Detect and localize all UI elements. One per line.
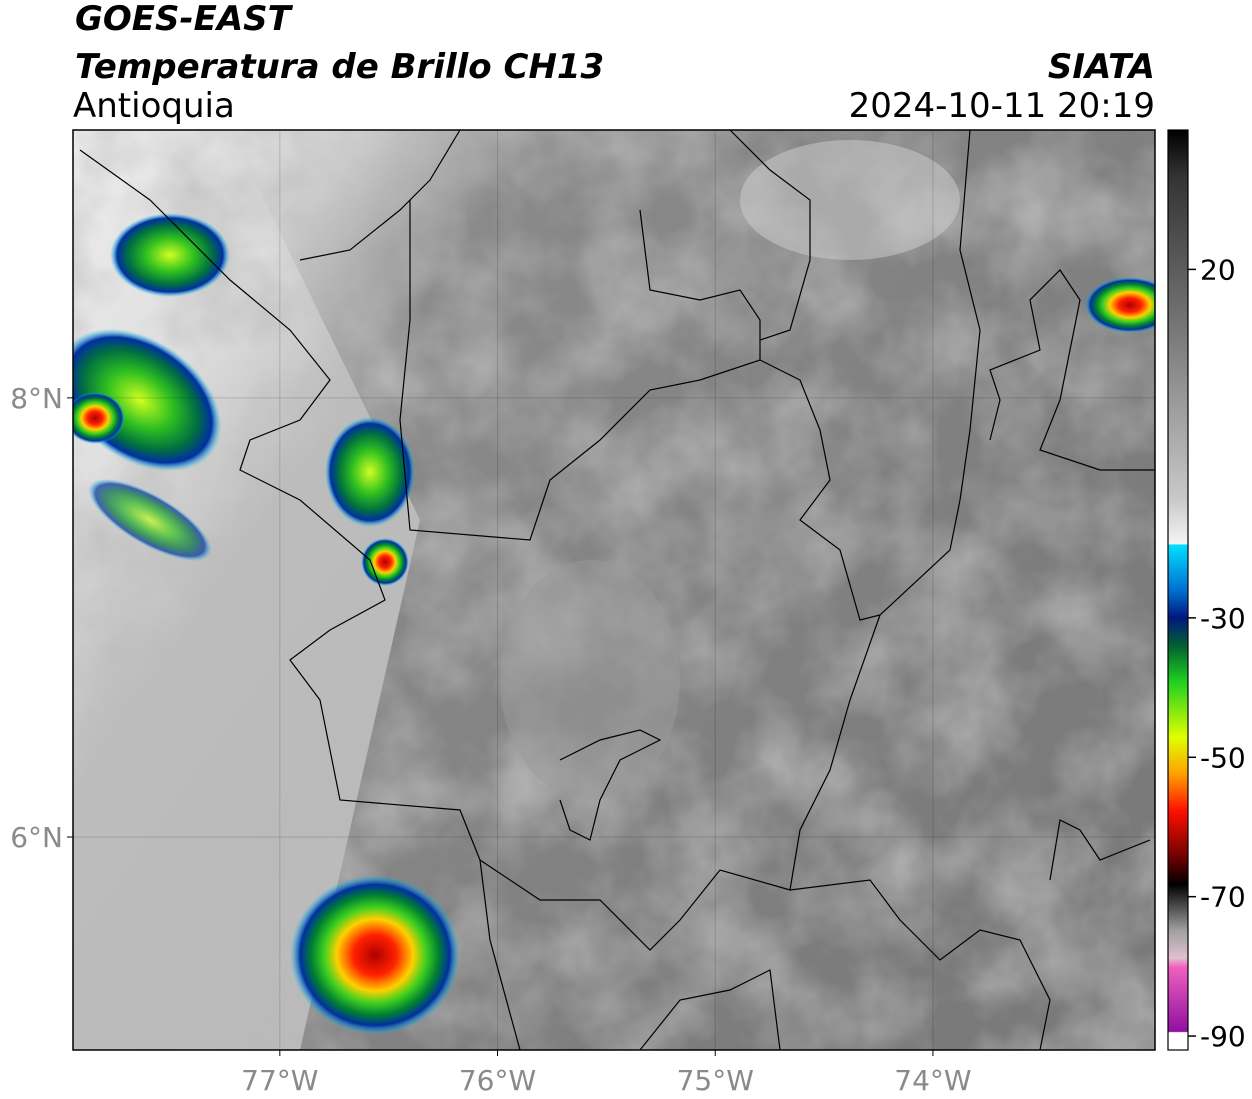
x-tick-label: 75°W xyxy=(677,1064,754,1097)
y-tick-label: 8°N xyxy=(10,382,63,415)
title: GOES-EAST xyxy=(75,0,294,39)
region: Antioquia xyxy=(73,86,235,126)
graticule xyxy=(73,130,1155,1050)
subtitle: Temperatura de Brillo CH13 xyxy=(75,47,604,87)
y-tick-label: 6°N xyxy=(10,821,63,854)
source: SIATA xyxy=(1048,47,1155,87)
colorbar-label: 20 xyxy=(1200,253,1236,286)
colorbar-label: -30 xyxy=(1200,602,1246,635)
colorbar-label: -50 xyxy=(1200,741,1246,774)
satellite-image xyxy=(73,130,1155,1050)
x-tick-label: 77°W xyxy=(241,1064,318,1097)
borders xyxy=(79,130,1155,1050)
colorbar-label: -90 xyxy=(1200,1020,1246,1053)
colorbar-label: -70 xyxy=(1200,881,1246,914)
map-frame xyxy=(72,129,1156,1051)
x-tick-label: 74°W xyxy=(894,1064,971,1097)
colorbar xyxy=(1167,129,1189,1051)
x-tick-label: 76°W xyxy=(459,1064,536,1097)
datetime: 2024-10-11 20:19 xyxy=(849,86,1155,126)
